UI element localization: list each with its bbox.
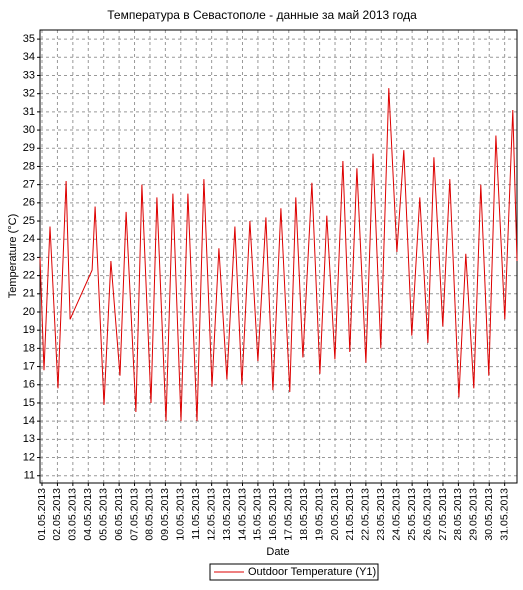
y-tick-label: 25 [23,215,35,227]
y-tick-label: 21 [23,288,35,300]
y-axis-label: Temperature (°C) [7,214,19,298]
y-tick-label: 18 [23,342,35,354]
x-tick-label: 05.05.2013 [97,488,109,541]
x-tick-label: 13.05.2013 [221,488,233,541]
y-tick-label: 14 [23,415,35,427]
y-tick-label: 24 [23,233,35,245]
x-tick-label: 08.05.2013 [144,488,156,541]
x-tick-label: 16.05.2013 [267,488,279,541]
y-tick-label: 19 [23,324,35,336]
x-tick-label: 15.05.2013 [252,488,264,541]
x-tick-label: 07.05.2013 [128,488,140,541]
x-tick-label: 28.05.2013 [452,488,464,541]
x-tick-label: 04.05.2013 [82,488,94,541]
y-tick-label: 23 [23,251,35,263]
line-series [39,88,518,422]
x-tick-label: 17.05.2013 [283,488,295,541]
x-tick-label: 06.05.2013 [113,488,125,541]
x-tick-label: 25.05.2013 [406,488,418,541]
x-tick-label: 22.05.2013 [360,488,372,541]
y-tick-label: 35 [23,33,35,45]
y-tick-label: 34 [23,51,35,63]
x-tick-label: 14.05.2013 [236,488,248,541]
y-tick-label: 26 [23,197,35,209]
x-tick-label: 27.05.2013 [437,488,449,541]
x-axis-label: Date [266,546,289,558]
x-tick-label: 20.05.2013 [329,488,341,541]
x-tick-label: 02.05.2013 [51,488,63,541]
x-tick-label: 10.05.2013 [175,488,187,541]
x-tick-label: 29.05.2013 [468,488,480,541]
y-tick-label: 32 [23,88,35,100]
x-tick-label: 12.05.2013 [205,488,217,541]
x-tick-label: 26.05.2013 [421,488,433,541]
y-tick-label: 17 [23,360,35,372]
x-tick-label: 18.05.2013 [298,488,310,541]
y-tick-label: 12 [23,451,35,463]
x-tick-label: 30.05.2013 [483,488,495,541]
legend-label: Outdoor Temperature (Y1) [248,566,376,578]
y-tick-label: 29 [23,142,35,154]
y-tick-label: 11 [24,470,35,482]
x-tick-label: 19.05.2013 [313,488,325,541]
y-tick-label: 22 [23,270,35,282]
y-tick-label: 13 [23,433,35,445]
x-tick-label: 31.05.2013 [498,488,510,541]
y-tick-label: 28 [23,160,35,172]
x-tick-label: 03.05.2013 [67,488,79,541]
y-tick-label: 20 [23,306,35,318]
y-tick-label: 15 [23,397,35,409]
y-tick-label: 27 [23,179,35,191]
y-tick-label: 16 [23,379,35,391]
x-tick-label: 23.05.2013 [375,488,387,541]
x-tick-label: 01.05.2013 [36,488,48,541]
x-tick-label: 24.05.2013 [390,488,402,541]
y-tick-label: 33 [23,69,35,81]
x-tick-label: 09.05.2013 [159,488,171,541]
chart-title: Температура в Севастополе - данные за ма… [107,8,417,22]
x-tick-label: 21.05.2013 [344,488,356,541]
y-tick-label: 30 [23,124,35,136]
x-tick-label: 11.05.2013 [190,488,202,540]
y-tick-label: 31 [23,106,35,118]
legend-box [209,563,379,581]
